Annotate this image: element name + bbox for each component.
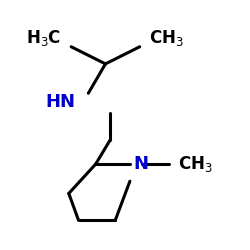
Text: CH$_3$: CH$_3$ [150, 28, 184, 48]
Text: H$_3$C: H$_3$C [26, 28, 62, 48]
Text: HN: HN [45, 93, 75, 111]
Text: CH$_3$: CH$_3$ [178, 154, 212, 174]
Text: N: N [134, 155, 148, 173]
